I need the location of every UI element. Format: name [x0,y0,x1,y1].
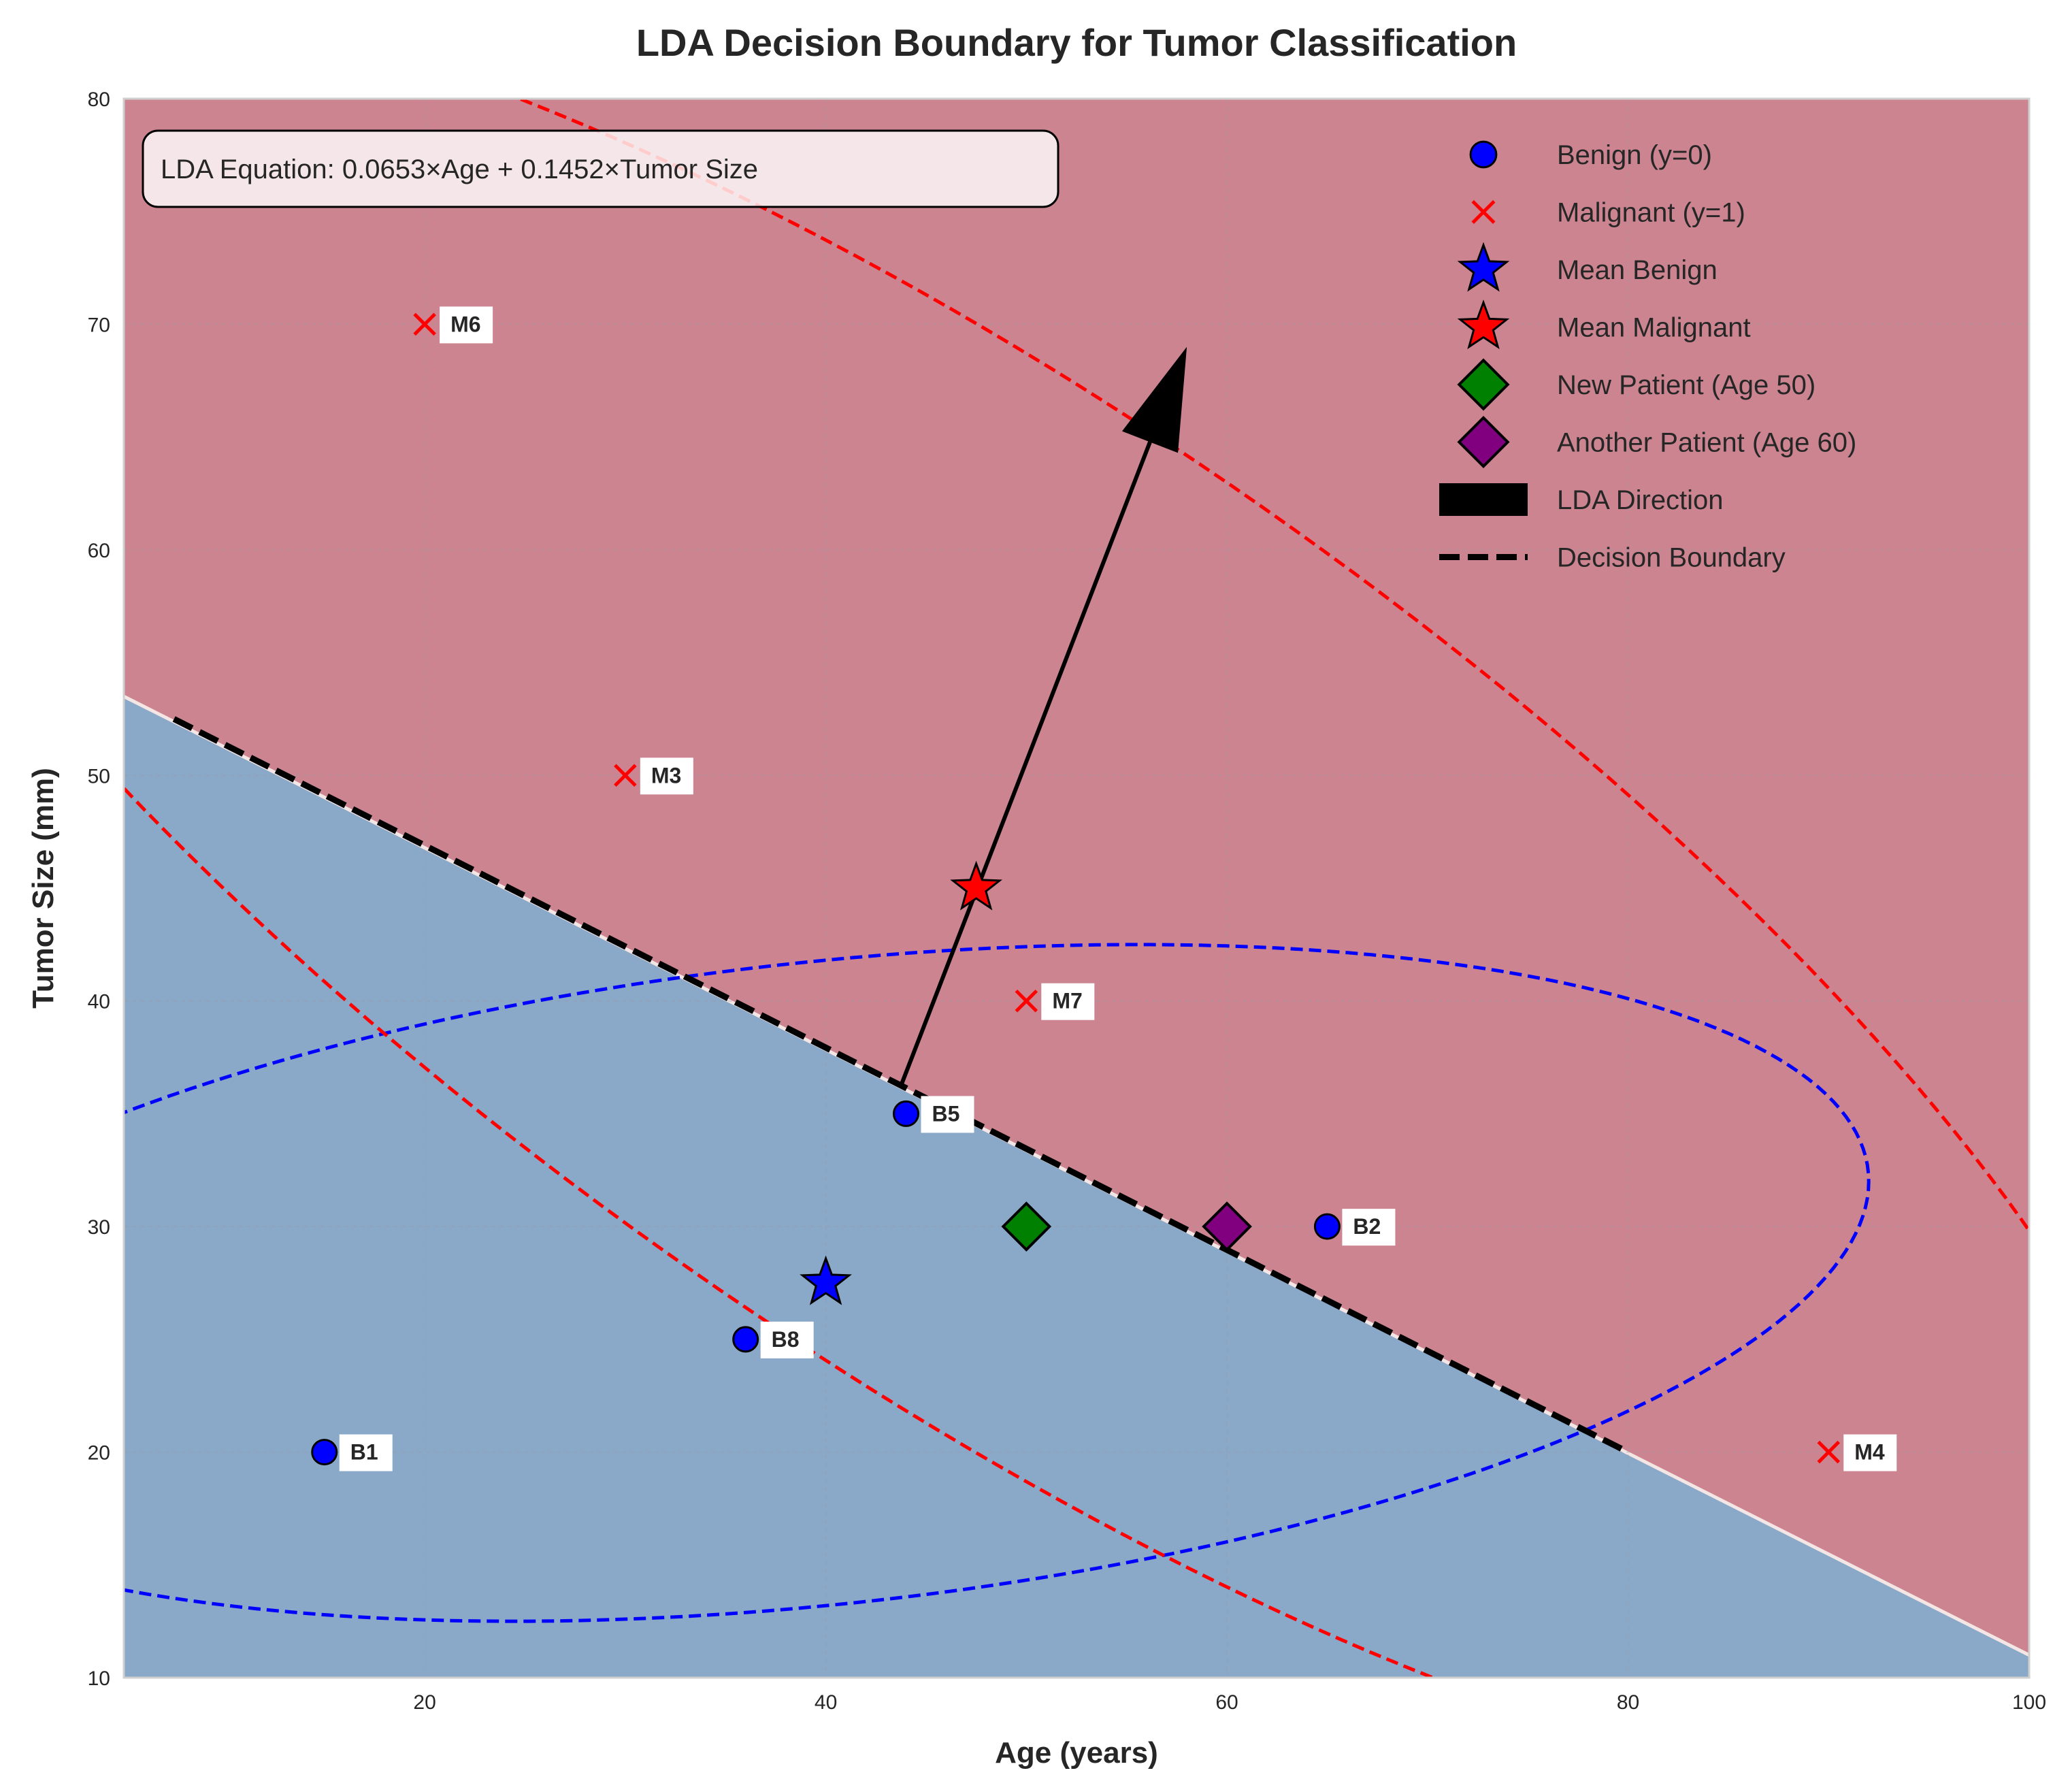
malignant-point [614,764,637,787]
plot-frame [122,97,2031,1679]
malignant-point-stroke-b [413,312,436,336]
new-patient-marker [1001,1201,1052,1252]
point-label-text: M6 [450,312,480,336]
legend-label: LDA Direction [1557,485,1724,515]
benign-point [311,1439,338,1466]
axis-ticks: 20 40 60 80 100 10 20 30 40 50 60 70 80 [88,88,2046,1714]
decision-regions [124,99,2029,1678]
y-tick-label: 10 [88,1667,110,1690]
legend-label: Benign (y=0) [1557,140,1712,170]
point-label-M3: M3 [640,757,693,795]
lda-direction-layer [899,346,1187,1087]
x-tick-label: 60 [1215,1691,1238,1714]
another-patient-marker [1202,1201,1252,1252]
benign-point [1313,1213,1341,1240]
point-label-text: B8 [772,1327,800,1352]
chart-title: LDA Decision Boundary for Tumor Classifi… [636,21,1517,64]
mean-benign-star [800,1255,852,1305]
mean-malignant-star [950,860,1003,911]
malignant-point [413,312,436,336]
benign-point [732,1326,759,1353]
legend-item: Mean Benign [1457,242,1718,292]
point-label-B8: B8 [760,1321,814,1358]
point-label-background [921,1096,974,1133]
point-label-M4: M4 [1843,1434,1897,1471]
legend-swatch [1469,140,1498,169]
legend-item: Decision Boundary [1439,543,1786,573]
legend-swatch [1457,415,1510,469]
legend-item: LDA Direction [1439,483,1724,516]
legend-swatch [1439,483,1528,516]
point-label-text: M7 [1052,989,1082,1013]
legend-item: Another Patient (Age 60) [1457,415,1856,469]
legend-swatch-stroke-b [1471,199,1496,225]
y-tick-label: 50 [88,765,110,787]
point-label-B2: B2 [1342,1209,1396,1246]
benign-covariance-ellipse [124,943,1871,1623]
y-tick-label: 30 [88,1216,110,1239]
legend-label: Mean Benign [1557,255,1718,285]
x-tick-label: 20 [413,1691,436,1714]
point-labels: B1 B2 B5 B8 M3 M4 M6 M7 [339,306,1897,1471]
x-axis-label: Age (years) [995,1736,1158,1770]
point-label-background [1041,983,1095,1020]
equation-text: LDA Equation: 0.0653×Age + 0.1452×Tumor … [161,154,758,184]
x-tick-label: 40 [815,1691,837,1714]
legend-swatch [1471,199,1496,225]
malignant-point [1817,1440,1841,1464]
point-label-text: M3 [651,763,681,787]
point-label-background [440,306,493,344]
point-label-background [1843,1434,1897,1471]
data-points [311,312,1841,1466]
legend-label: Another Patient (Age 60) [1557,428,1856,458]
y-tick-label: 80 [88,88,110,111]
point-label-B1: B1 [339,1434,393,1471]
legend-item: Mean Malignant [1457,299,1751,350]
legend-item: Benign (y=0) [1469,140,1712,170]
point-label-text: B1 [350,1440,378,1465]
malignant-point [1015,989,1038,1013]
point-label-background [640,757,693,795]
point-label-background [760,1321,814,1358]
malignant-point-stroke-b [614,764,637,787]
legend-swatch [1457,299,1510,350]
y-tick-label: 60 [88,540,110,562]
lda-direction-arrow-shaft [899,441,1152,1087]
legend-label: Malignant (y=1) [1557,198,1745,228]
point-label-background [1342,1209,1396,1246]
point-label-text: B5 [932,1101,959,1126]
legend-label: Decision Boundary [1557,543,1786,573]
malignant-point-stroke-b [1817,1440,1841,1464]
point-label-text: M4 [1854,1440,1885,1465]
legend-label: Mean Malignant [1557,313,1751,343]
point-label-B5: B5 [921,1096,974,1133]
y-tick-label: 70 [88,314,110,336]
legend-item: Malignant (y=1) [1471,198,1745,228]
x-tick-label: 80 [1617,1691,1639,1714]
y-axis-label: Tumor Size (mm) [27,768,60,1009]
y-tick-label: 40 [88,991,110,1013]
legend-label: New Patient (Age 50) [1557,370,1816,400]
point-label-M7: M7 [1041,983,1095,1020]
legend-swatch [1457,358,1510,411]
legend-swatch [1457,242,1510,292]
lda-direction-arrow-head [1121,346,1187,453]
y-tick-label: 20 [88,1442,110,1465]
point-label-background [339,1434,393,1471]
equation-box: LDA Equation: 0.0653×Age + 0.1452×Tumor … [142,129,1059,208]
benign-region [124,696,2029,1678]
point-label-M6: M6 [440,306,493,344]
point-label-text: B2 [1353,1214,1381,1239]
malignant-point-stroke-b [1015,989,1038,1013]
legend-item: New Patient (Age 50) [1457,358,1816,411]
benign-point [892,1100,919,1127]
legend: Benign (y=0) Malignant (y=1) Mean Benign Me… [1439,140,1856,573]
x-tick-label: 100 [2012,1691,2046,1714]
